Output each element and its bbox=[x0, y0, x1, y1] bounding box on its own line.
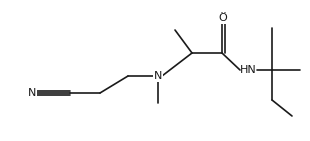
Bar bbox=[119, 13, 129, 24]
Bar bbox=[219, 13, 228, 24]
Bar bbox=[153, 70, 163, 81]
Text: N: N bbox=[28, 88, 36, 98]
Bar bbox=[241, 64, 255, 75]
Bar bbox=[27, 88, 37, 99]
Text: HN: HN bbox=[240, 65, 256, 75]
Text: O: O bbox=[219, 13, 227, 23]
Text: N: N bbox=[154, 71, 162, 81]
